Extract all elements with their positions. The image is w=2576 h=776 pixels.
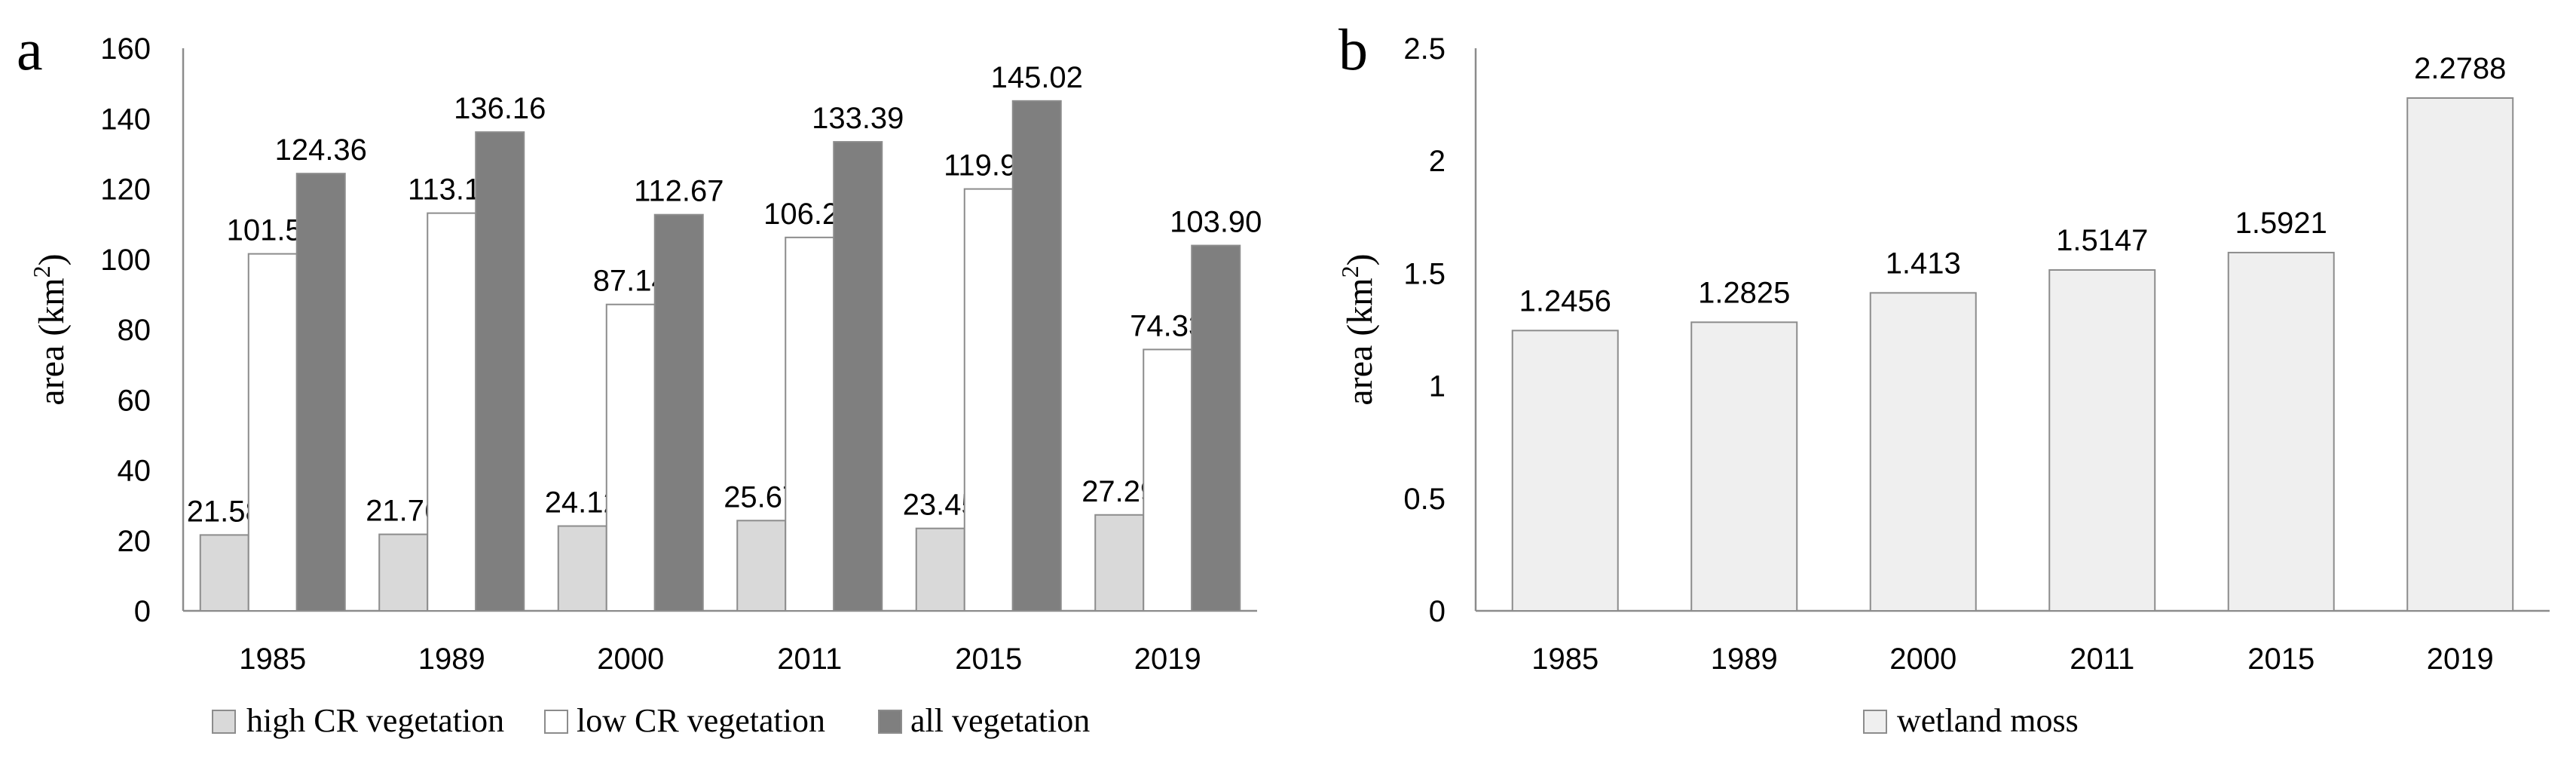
x-tick-label: 1985 [239, 643, 306, 676]
x-tick-label: 1989 [418, 643, 485, 676]
bar-wetland-moss-1985 [1511, 330, 1619, 612]
bar-high-cr-vegetation-2019 [1094, 514, 1145, 612]
legend-swatch [1863, 710, 1887, 734]
data-label: 133.39 [812, 102, 904, 135]
x-tick-label: 2000 [1889, 643, 1956, 676]
legend-label: wetland moss [1897, 702, 2079, 739]
legend-label: low CR vegetation [577, 702, 825, 739]
bar-low-cr-vegetation-2011 [785, 236, 835, 612]
y-axis-label-superscript: 2 [28, 265, 55, 278]
x-tick-label: 1985 [1531, 643, 1599, 676]
y-axis-label-text: area (km [32, 278, 72, 405]
y-tick-label: 2.5 [1403, 32, 1446, 66]
bar-all-vegetation-2015 [1011, 100, 1062, 612]
bar-high-cr-vegetation-2015 [915, 527, 965, 612]
data-label: 1.2825 [1698, 276, 1790, 309]
data-label: 112.67 [634, 175, 724, 208]
data-label: 1.5147 [2056, 224, 2148, 257]
y-axis-label: area (km2) [28, 253, 72, 405]
x-tick-label: 2015 [2247, 643, 2314, 676]
y-tick-label: 0 [134, 595, 151, 628]
y-tick-label: 120 [100, 173, 151, 207]
panel-letter: a [17, 17, 43, 82]
legend-label: high CR vegetation [246, 702, 504, 739]
y-tick-label: 1 [1429, 370, 1446, 403]
bar-all-vegetation-1985 [295, 173, 346, 612]
data-label: 1.5921 [2235, 207, 2327, 240]
y-tick-label: 80 [118, 314, 151, 347]
y-axis-label-close: ) [32, 253, 72, 265]
y-tick-label: 40 [118, 455, 151, 488]
bar-high-cr-vegetation-2000 [557, 525, 607, 612]
bar-low-cr-vegetation-2000 [605, 303, 656, 612]
bar-wetland-moss-1989 [1690, 321, 1798, 612]
bar-low-cr-vegetation-2015 [963, 188, 1014, 612]
data-label: 103.90 [1170, 206, 1262, 239]
bar-all-vegetation-2011 [833, 141, 883, 612]
bar-wetland-moss-2011 [2048, 269, 2156, 612]
bar-low-cr-vegetation-1989 [427, 212, 477, 612]
y-tick-label: 60 [118, 384, 151, 417]
x-tick-label: 1989 [1711, 643, 1778, 676]
bar-all-vegetation-2019 [1191, 244, 1241, 612]
x-tick-label: 2011 [2070, 643, 2134, 676]
bar-wetland-moss-2000 [1869, 292, 1977, 612]
y-axis-label-superscript: 2 [1336, 265, 1363, 278]
data-label: 2.2788 [2414, 52, 2506, 85]
y-tick-label: 140 [100, 103, 151, 136]
data-label: 124.36 [275, 133, 367, 167]
x-tick-label: 2000 [597, 643, 664, 676]
legend: wetland moss [1863, 702, 2079, 739]
bar-high-cr-vegetation-1985 [199, 534, 249, 612]
legend-swatch [212, 710, 236, 734]
y-tick-label: 0.5 [1403, 483, 1446, 516]
bar-low-cr-vegetation-1985 [247, 253, 298, 612]
data-label: 1.2456 [1519, 284, 1611, 317]
bar-all-vegetation-1989 [475, 131, 525, 612]
y-tick-label: 1.5 [1403, 257, 1446, 290]
data-label: 145.02 [991, 61, 1083, 94]
y-axis-label-text: area (km [1340, 278, 1380, 405]
bar-high-cr-vegetation-2011 [736, 520, 787, 612]
bar-all-vegetation-2000 [653, 213, 704, 612]
y-tick-label: 160 [100, 32, 151, 66]
bar-wetland-moss-2015 [2227, 251, 2335, 612]
legend-label: all vegetation [910, 702, 1090, 739]
data-label: 1.413 [1886, 247, 1961, 280]
x-tick-label: 2011 [777, 643, 842, 676]
y-axis-label-close: ) [1340, 253, 1380, 265]
x-tick-label: 2015 [955, 643, 1022, 676]
y-axis-label: area (km2) [1336, 253, 1380, 405]
y-tick-label: 2 [1429, 145, 1446, 178]
y-tick-label: 20 [118, 525, 151, 558]
legend: high CR vegetation low CR vegetation all v… [212, 702, 1090, 739]
panel-letter: b [1338, 17, 1368, 82]
x-tick-label: 2019 [2427, 643, 2494, 676]
legend-swatch [878, 710, 902, 734]
x-tick-label: 2019 [1134, 643, 1201, 676]
legend-swatch [544, 710, 568, 734]
bar-wetland-moss-2019 [2406, 97, 2514, 612]
data-label: 136.16 [454, 92, 546, 125]
bar-high-cr-vegetation-1989 [378, 533, 429, 612]
bar-low-cr-vegetation-2019 [1143, 348, 1193, 612]
y-tick-label: 0 [1429, 595, 1446, 628]
y-tick-label: 100 [100, 244, 151, 277]
